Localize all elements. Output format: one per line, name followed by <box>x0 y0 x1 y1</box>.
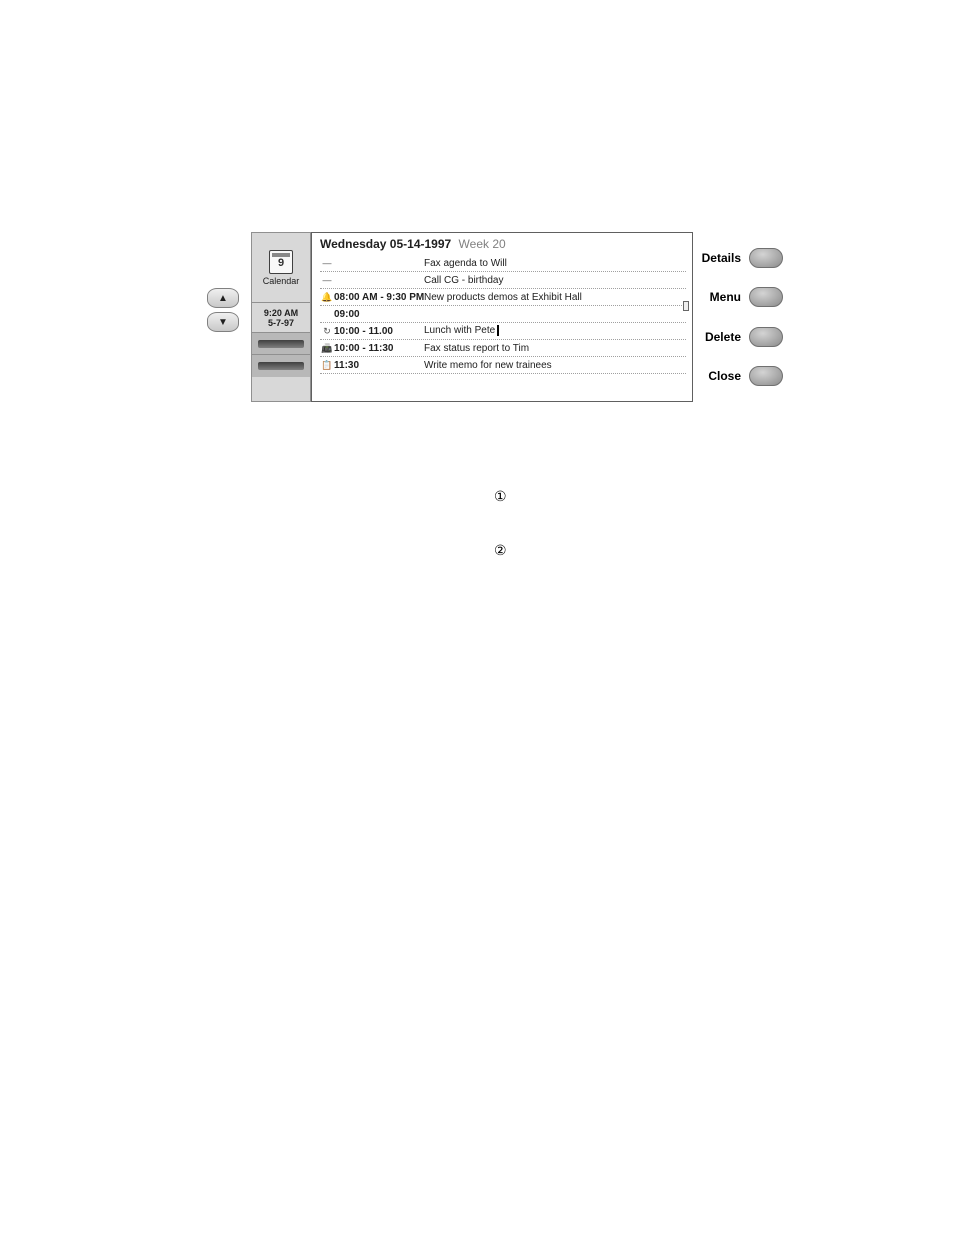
softkey-details-label: Details <box>693 251 745 265</box>
event-list[interactable]: — Fax agenda to Will — Call CG - birthday 🔔0… <box>320 255 686 397</box>
event-row[interactable]: — Fax agenda to Will <box>320 255 686 272</box>
physical-button-column <box>745 232 785 402</box>
clock-time-label: 9:20 AM <box>264 308 298 318</box>
scroll-arrow-column: ▲ ▼ <box>207 288 247 402</box>
physical-button-4[interactable] <box>749 366 783 386</box>
callout-2: ② <box>494 542 507 559</box>
event-row[interactable]: 📠10:00 - 11:30Fax status report to Tim <box>320 340 686 357</box>
event-description: Fax agenda to Will <box>424 258 686 269</box>
physical-button-2[interactable] <box>749 287 783 307</box>
event-row[interactable]: — Call CG - birthday <box>320 272 686 289</box>
date-header-week: Week 20 <box>459 237 506 251</box>
softkey-label-column: Details Menu Delete Close <box>693 232 745 402</box>
app-slot-1[interactable] <box>252 333 310 355</box>
physical-button-3[interactable] <box>749 327 783 347</box>
event-icon: 🔔 <box>320 292 334 303</box>
event-time: 09:00 <box>334 309 424 320</box>
event-icon: ↻ <box>320 326 334 337</box>
calendar-tab-label: Calendar <box>263 276 300 286</box>
scrollbar-thumb[interactable] <box>683 301 689 311</box>
left-tab-strip: Calendar 9:20 AM 5-7-97 <box>251 232 311 402</box>
event-time: 10:00 - 11:30 <box>334 343 424 354</box>
event-icon: — <box>320 275 334 285</box>
event-description: Fax status report to Tim <box>424 343 686 354</box>
calendar-icon <box>269 250 293 274</box>
day-view-pane: Wednesday 05-14-1997 Week 20 — Fax agenda… <box>311 232 693 402</box>
event-time: 10:00 - 11.00 <box>334 326 424 337</box>
clock-date-tab[interactable]: 9:20 AM 5-7-97 <box>252 303 310 333</box>
app-slot-2[interactable] <box>252 355 310 377</box>
event-description: Call CG - birthday <box>424 275 686 286</box>
event-description: Write memo for new trainees <box>424 360 686 371</box>
event-description: New products demos at Exhibit Hall <box>424 292 686 303</box>
date-header: Wednesday 05-14-1997 Week 20 <box>320 237 686 251</box>
scroll-down-button[interactable]: ▼ <box>207 312 239 332</box>
callout-1: ① <box>494 488 507 505</box>
text-cursor <box>497 325 499 336</box>
physical-button-1[interactable] <box>749 248 783 268</box>
event-icon: — <box>320 258 334 268</box>
softkey-close-label: Close <box>693 369 745 383</box>
softkey-delete-label: Delete <box>693 330 745 344</box>
calendar-device-screenshot: ▲ ▼ Calendar 9:20 AM 5-7-97 Wednesday 05… <box>207 232 785 402</box>
date-header-date: Wednesday 05-14-1997 <box>320 237 451 251</box>
event-row[interactable]: 09:00 <box>320 306 686 323</box>
event-time: 11:30 <box>334 360 424 371</box>
softkey-menu-label: Menu <box>693 290 745 304</box>
event-time: 08:00 AM - 9:30 PM <box>334 292 424 303</box>
clock-date-label: 5-7-97 <box>268 318 294 328</box>
event-row[interactable]: 🔔08:00 AM - 9:30 PMNew products demos at… <box>320 289 686 306</box>
event-description: Lunch with Pete <box>424 325 686 336</box>
event-row[interactable]: ↻10:00 - 11.00Lunch with Pete <box>320 323 686 340</box>
scroll-up-button[interactable]: ▲ <box>207 288 239 308</box>
calendar-tab[interactable]: Calendar <box>252 233 310 303</box>
event-row[interactable]: 📋11:30Write memo for new trainees <box>320 357 686 374</box>
event-icon: 📋 <box>320 360 334 371</box>
event-icon: 📠 <box>320 343 334 354</box>
